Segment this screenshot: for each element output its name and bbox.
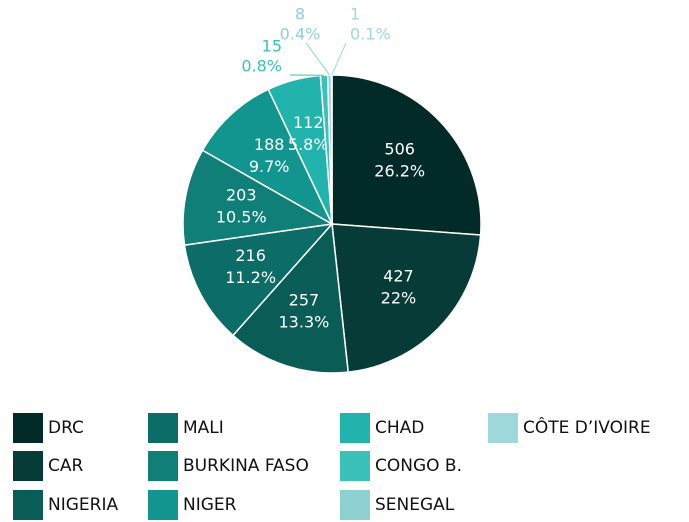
legend-swatch bbox=[340, 413, 370, 443]
data-label: 427 bbox=[383, 267, 414, 286]
percent-label: 11.2% bbox=[225, 268, 276, 287]
data-label: 1 bbox=[350, 5, 360, 24]
pie-slice bbox=[331, 223, 482, 373]
legend-label: CONGO B. bbox=[375, 456, 462, 476]
legend-label: CAR bbox=[48, 456, 83, 476]
pie-slice bbox=[331, 74, 482, 236]
data-label: 257 bbox=[289, 291, 320, 310]
pie-slice bbox=[201, 88, 334, 226]
legend-label: SENEGAL bbox=[375, 495, 455, 515]
legend-label: CÔTE D’IVOIRE bbox=[523, 416, 651, 438]
data-label: 8 bbox=[295, 5, 305, 24]
percent-label: 0.1% bbox=[350, 25, 391, 44]
percent-label: 0.8% bbox=[241, 57, 282, 76]
legend-label: CHAD bbox=[375, 418, 424, 438]
legend-label: BURKINA FASO bbox=[183, 456, 309, 476]
data-label: 15 bbox=[262, 37, 282, 56]
legend-swatch bbox=[488, 413, 518, 443]
pie-slice bbox=[182, 149, 335, 246]
legend-swatch bbox=[13, 451, 43, 481]
legend-swatch bbox=[340, 490, 370, 520]
percent-label: 13.3% bbox=[279, 313, 330, 332]
legend-label: NIGERIA bbox=[48, 495, 118, 515]
percent-label: 5.8% bbox=[288, 135, 329, 154]
data-label: 112 bbox=[293, 113, 324, 132]
percent-label: 0.4% bbox=[280, 25, 321, 44]
legend-swatch bbox=[148, 451, 178, 481]
percent-label: 9.7% bbox=[249, 157, 290, 176]
data-label: 188 bbox=[254, 135, 285, 154]
pie-slice bbox=[231, 222, 350, 374]
data-label: 203 bbox=[226, 185, 257, 204]
legend-label: MALI bbox=[183, 418, 224, 438]
pie-slice bbox=[183, 222, 334, 337]
data-label: 506 bbox=[384, 140, 415, 159]
data-label: 216 bbox=[235, 246, 266, 265]
legend-swatch bbox=[340, 451, 370, 481]
leader-line bbox=[305, 42, 330, 76]
legend-swatch bbox=[148, 490, 178, 520]
legend-swatch bbox=[13, 413, 43, 443]
legend-swatch bbox=[148, 413, 178, 443]
legend-label: NIGER bbox=[183, 495, 237, 515]
legend-swatch bbox=[13, 490, 43, 520]
percent-label: 10.5% bbox=[216, 207, 267, 226]
percent-label: 26.2% bbox=[374, 162, 425, 181]
leader-line bbox=[331, 42, 347, 76]
percent-label: 22% bbox=[381, 289, 417, 308]
legend-label: DRC bbox=[48, 418, 84, 438]
